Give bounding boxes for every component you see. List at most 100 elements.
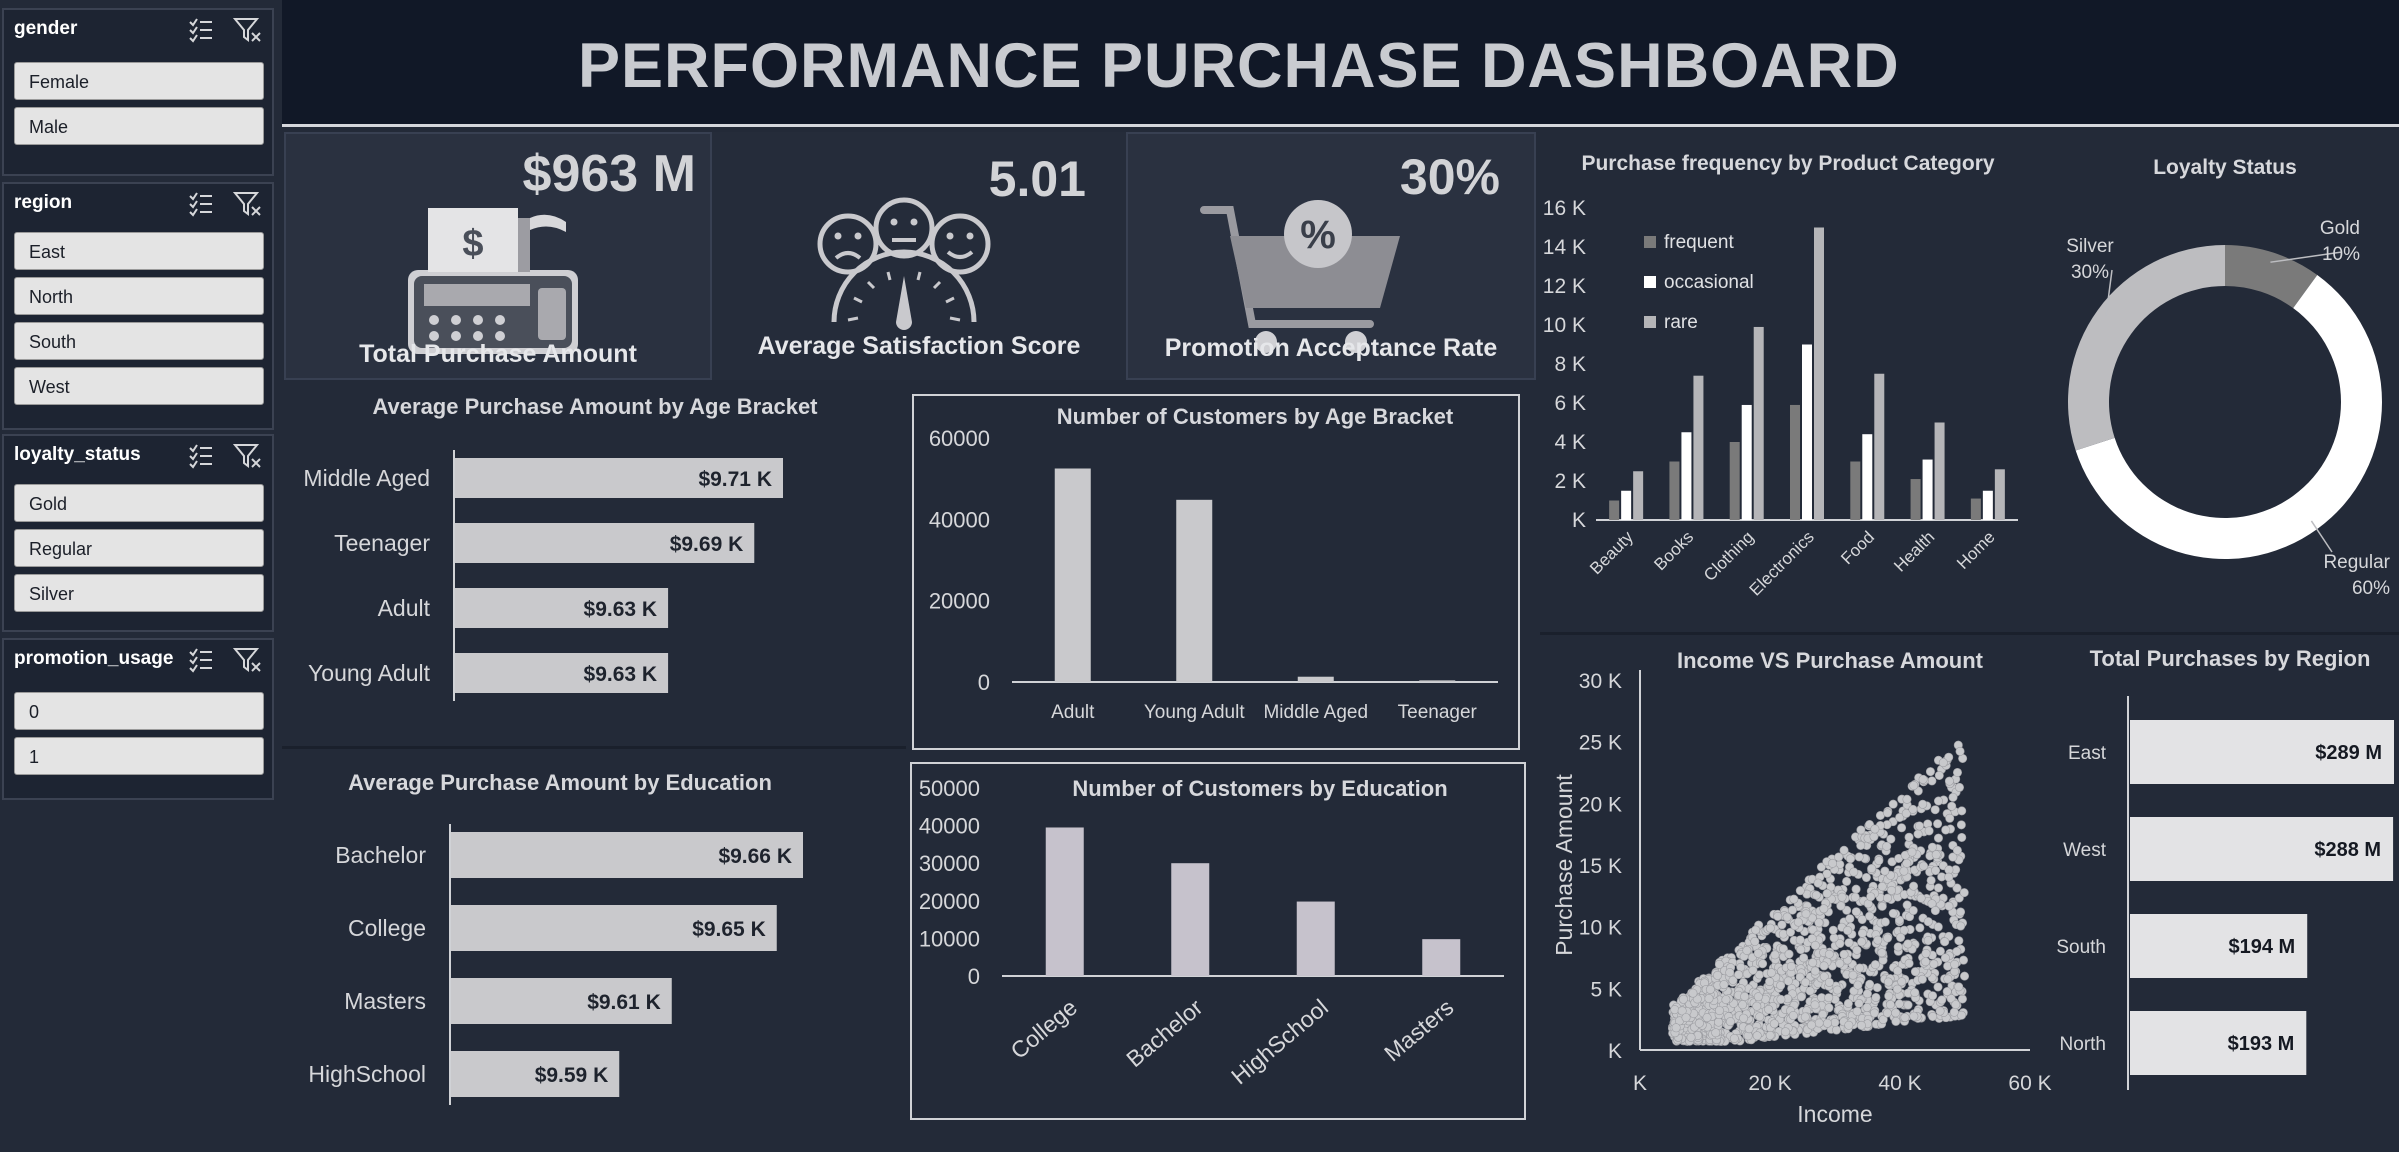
bar-rare — [1934, 422, 1945, 520]
category-label: Food — [1837, 527, 1878, 568]
scatter-point — [1755, 1012, 1765, 1022]
scatter-point — [1865, 979, 1875, 989]
scatter-point — [1849, 867, 1859, 877]
scatter-point — [1952, 845, 1962, 855]
scatter-point — [1702, 1013, 1712, 1023]
scatter-point — [1764, 1004, 1774, 1014]
scatter-point — [1910, 967, 1920, 977]
scatter-point — [1952, 883, 1962, 893]
scatter-point — [1908, 804, 1918, 814]
slicer-option[interactable]: Regular — [14, 529, 264, 567]
category-label: Teenager — [334, 530, 430, 556]
frequency-chart: K 2 K 4 K 6 K 8 K 10 K 12 K 14 K 16 K Beauty Books… — [1543, 197, 2018, 600]
y-tick-label: 10 K — [1579, 917, 1622, 940]
scatter-point — [1929, 959, 1939, 969]
scatter-point — [1897, 977, 1907, 987]
slicer-option[interactable]: 0 — [14, 692, 264, 730]
multi-select-icon[interactable] — [186, 440, 216, 470]
y-tick-label: 20000 — [929, 589, 990, 614]
multi-select-icon[interactable] — [186, 644, 216, 674]
scatter-point — [1740, 991, 1750, 1001]
scatter-point — [1884, 991, 1894, 1001]
slicer-option[interactable]: 1 — [14, 737, 264, 775]
scatter-point — [1910, 988, 1920, 998]
multi-select-icon[interactable] — [186, 188, 216, 218]
scatter-point — [1853, 980, 1863, 990]
scatter-point — [1834, 852, 1844, 862]
clear-filter-icon[interactable] — [232, 644, 262, 674]
scatter-point — [1734, 970, 1744, 980]
kpi-card-promotion: 30% % Promotion Acceptance Rate — [1126, 132, 1536, 380]
slicer-option[interactable]: Male — [14, 107, 264, 145]
scatter-point — [1748, 965, 1758, 975]
scatter-point — [1944, 752, 1954, 762]
bar-occasional — [1621, 490, 1632, 520]
bar-frequent — [1790, 404, 1800, 520]
bar — [451, 1051, 620, 1097]
category-label: Bachelor — [1121, 994, 1208, 1072]
scatter-point — [1902, 794, 1912, 804]
slicer-option[interactable]: West — [14, 367, 264, 405]
scatter-point — [1811, 890, 1821, 900]
slicer-option[interactable]: Silver — [14, 574, 264, 612]
scatter-point — [1739, 1013, 1749, 1023]
cash-register-icon: $ — [408, 208, 578, 354]
bar-rare — [1814, 227, 1824, 520]
data-label: $9.61 K — [587, 991, 661, 1014]
satisfaction-gauge-icon — [817, 197, 991, 330]
clear-filter-icon[interactable] — [232, 14, 262, 44]
slicer-option[interactable]: Gold — [14, 484, 264, 522]
scatter-point — [1918, 799, 1928, 809]
scatter-point — [1915, 923, 1925, 933]
clear-filter-icon[interactable] — [232, 188, 262, 218]
bar-frequent — [1850, 461, 1861, 520]
scatter-point — [1751, 925, 1761, 935]
y-tick-label: 5 K — [1590, 978, 1622, 1001]
scatter-point — [1806, 1020, 1816, 1030]
scatter-point — [1814, 918, 1824, 928]
scatter-point — [1776, 980, 1786, 990]
scatter-point — [1824, 977, 1834, 987]
clear-filter-icon[interactable] — [232, 440, 262, 470]
bar — [1296, 901, 1335, 976]
scatter-point — [1861, 873, 1871, 883]
category-label: Books — [1650, 527, 1697, 574]
scatter-point — [1854, 852, 1864, 862]
slicer-option[interactable]: South — [14, 322, 264, 360]
scatter-point — [1793, 917, 1803, 927]
category-label: Young Adult — [308, 660, 431, 686]
bar-frequent — [1729, 442, 1740, 520]
scatter-point — [1795, 886, 1805, 896]
slice-label: Silver — [2066, 236, 2114, 257]
scatter-point — [1852, 945, 1862, 955]
scatter-point — [1896, 932, 1906, 942]
slicer-option[interactable]: East — [14, 232, 264, 270]
scatter-point — [1805, 986, 1815, 996]
bar-rare — [1874, 373, 1885, 520]
chart-title: Average Purchase Amount by Education — [348, 770, 772, 795]
slicer-option[interactable]: North — [14, 277, 264, 315]
scatter-point — [1934, 883, 1944, 893]
scatter-point — [1909, 881, 1919, 891]
multi-select-icon[interactable] — [186, 14, 216, 44]
slicer-option[interactable]: Female — [14, 62, 264, 100]
scatter-point — [1786, 961, 1796, 971]
scatter-point — [1844, 1020, 1854, 1030]
scatter-point — [1891, 1008, 1901, 1018]
scatter-point — [1765, 977, 1775, 987]
scatter-point — [1938, 758, 1948, 768]
category-label: Young Adult — [1144, 702, 1245, 723]
scatter-point — [1843, 925, 1853, 935]
category-label: East — [2068, 743, 2107, 764]
scatter-point — [1807, 913, 1817, 923]
scatter-point — [1937, 995, 1947, 1005]
scatter-point — [1959, 888, 1969, 898]
scatter-point — [1851, 907, 1861, 917]
scatter-point — [1714, 1017, 1724, 1027]
bar — [455, 653, 669, 693]
scatter-point — [1765, 1030, 1775, 1040]
category-label: Middle Aged — [303, 465, 430, 491]
scatter-point — [1942, 987, 1952, 997]
scatter-point — [1952, 767, 1962, 777]
scatter-point — [1956, 907, 1966, 917]
